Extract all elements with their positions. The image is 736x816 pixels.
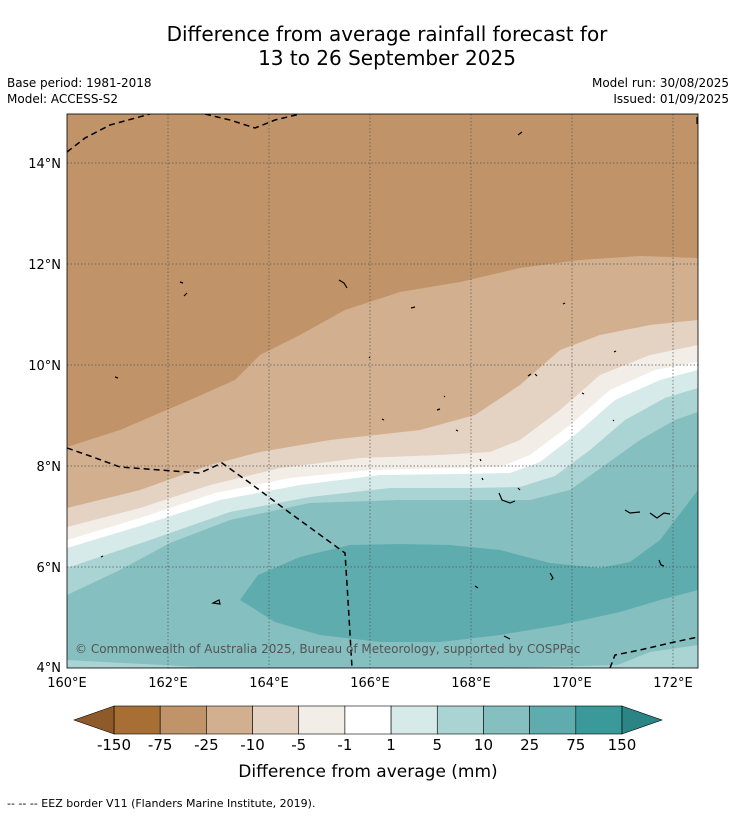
colorbar-tick-label: -1 bbox=[337, 736, 353, 754]
colorbar-swatch bbox=[344, 705, 392, 735]
islands bbox=[100, 117, 698, 640]
map-title: Difference from average rainfall forecas… bbox=[0, 22, 736, 70]
y-tick-label: 14°N bbox=[28, 157, 61, 172]
colorbar-swatch bbox=[390, 705, 438, 735]
colorbar-swatch bbox=[206, 705, 253, 735]
colorbar-swatch bbox=[483, 705, 530, 735]
band-bottom-right bbox=[610, 645, 698, 668]
colorbar-tick-label: 5 bbox=[432, 736, 443, 754]
x-tick-label: 168°E bbox=[451, 676, 491, 691]
colorbar-over-arrow bbox=[621, 705, 663, 735]
y-axis: 4°N 6°N 8°N 10°N 12°N 14°N bbox=[28, 157, 61, 676]
x-tick-label: 164°E bbox=[249, 676, 289, 691]
colorbar-swatch bbox=[575, 705, 623, 735]
eez-borders bbox=[67, 114, 698, 668]
colorbar-tick-label: -10 bbox=[240, 736, 265, 754]
x-tick-label: 172°E bbox=[653, 676, 693, 691]
title-line-2: 13 to 26 September 2025 bbox=[258, 46, 516, 70]
forecast-field bbox=[67, 114, 698, 668]
x-axis: 160°E 162°E 164°E 166°E 168°E 170°E 172°… bbox=[47, 676, 693, 691]
model-name: Model: ACCESS-S2 bbox=[7, 92, 119, 106]
y-tick-label: 8°N bbox=[37, 460, 62, 475]
x-tick-label: 166°E bbox=[350, 676, 390, 691]
base-period: Base period: 1981-2018 bbox=[7, 76, 152, 90]
title-line-1: Difference from average rainfall forecas… bbox=[166, 22, 608, 46]
eez-footnote: -- -- -- EEZ border V11 (Flanders Marine… bbox=[7, 797, 316, 810]
colorbar-tick-label: 10 bbox=[473, 736, 493, 754]
colorbar-tick-label: 150 bbox=[607, 736, 637, 754]
colorbar-swatch bbox=[159, 705, 207, 735]
colorbar-under-arrow bbox=[73, 705, 115, 735]
y-tick-label: 12°N bbox=[28, 258, 61, 273]
issued-date: Issued: 01/09/2025 bbox=[613, 92, 729, 106]
colorbar-swatch bbox=[436, 705, 484, 735]
colorbar bbox=[73, 705, 663, 735]
y-tick-label: 6°N bbox=[37, 561, 62, 576]
colorbar-swatch bbox=[113, 705, 161, 735]
y-tick-label: 10°N bbox=[28, 359, 61, 374]
colorbar-tick-label: 25 bbox=[520, 736, 540, 754]
colorbar-tick-label: -5 bbox=[291, 736, 307, 754]
map-frame bbox=[66, 113, 699, 669]
meta-right: Model run: 30/08/2025 Issued: 01/09/2025 bbox=[592, 75, 729, 107]
colorbar-swatch bbox=[298, 705, 346, 735]
meta-left: Base period: 1981-2018 Model: ACCESS-S2 bbox=[7, 75, 152, 107]
x-tick-label: 170°E bbox=[552, 676, 592, 691]
colorbar-swatch bbox=[529, 705, 577, 735]
colorbar-tick-label: -150 bbox=[96, 736, 132, 754]
colorbar-title: Difference from average (mm) bbox=[238, 762, 498, 782]
band-bottom-edge bbox=[67, 660, 200, 668]
band-plus-75 bbox=[240, 490, 698, 642]
x-tick-label: 160°E bbox=[47, 676, 87, 691]
colorbar-swatch bbox=[252, 705, 300, 735]
colorbar-tick-label: 1 bbox=[386, 736, 396, 754]
model-run: Model run: 30/08/2025 bbox=[591, 76, 729, 90]
colorbar-tick-label: -25 bbox=[194, 736, 219, 754]
y-tick-label: 4°N bbox=[37, 661, 62, 676]
gridlines bbox=[67, 114, 698, 668]
copyright-notice: © Commonwealth of Australia 2025, Bureau… bbox=[75, 642, 580, 656]
x-tick-label: 162°E bbox=[148, 676, 188, 691]
colorbar-tick-label: 75 bbox=[566, 736, 586, 754]
colorbar-tick-label: -75 bbox=[147, 736, 173, 754]
